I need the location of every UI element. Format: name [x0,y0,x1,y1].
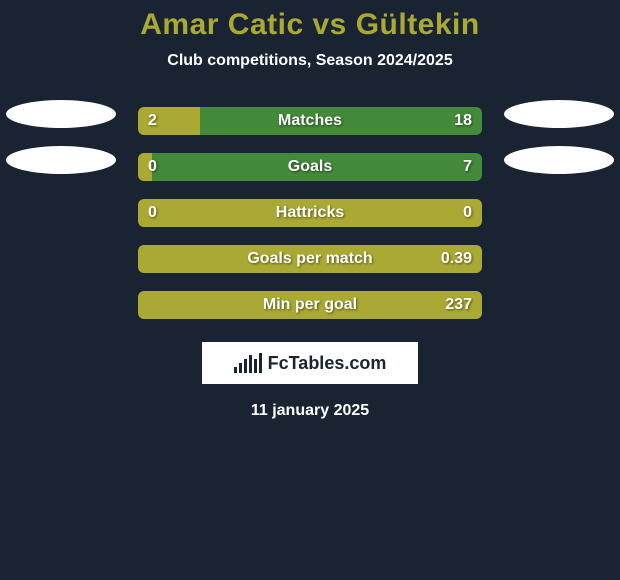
stat-value-left: 0 [148,199,157,227]
subtitle: Club competitions, Season 2024/2025 [0,52,620,70]
stat-bar: Goals 0 7 [138,153,482,181]
player-oval-left [6,100,116,128]
stat-value-right: 0 [463,199,472,227]
player-oval-right [504,146,614,174]
logo-badge: FcTables.com [202,342,418,384]
stat-label: Goals [288,153,332,181]
stat-row: Hattricks 0 0 [0,190,620,236]
stat-row: Min per goal 237 [0,282,620,328]
stats-list: Matches 2 18 Goals 0 7 Hattricks 0 0 Goals per ma… [0,98,620,328]
stat-label: Goals per match [247,245,372,273]
stat-label: Matches [278,107,342,135]
date-label: 11 january 2025 [0,402,620,420]
stat-value-left: 2 [148,107,157,135]
stat-row: Goals per match 0.39 [0,236,620,282]
stat-value-right: 0.39 [441,245,472,273]
stat-value-left: 0 [148,153,157,181]
logo-text: FcTables.com [268,353,387,374]
stat-row: Goals 0 7 [0,144,620,190]
stat-label: Min per goal [263,291,357,319]
logo-bars-icon [234,353,262,373]
stat-bar: Min per goal 237 [138,291,482,319]
stat-bar: Matches 2 18 [138,107,482,135]
stat-value-right: 18 [454,107,472,135]
stat-label: Hattricks [276,199,344,227]
page-title: Amar Catic vs Gültekin [0,8,620,42]
stat-row: Matches 2 18 [0,98,620,144]
stat-bar: Goals per match 0.39 [138,245,482,273]
stat-bar: Hattricks 0 0 [138,199,482,227]
player-oval-right [504,100,614,128]
stat-value-right: 237 [445,291,472,319]
stat-value-right: 7 [463,153,472,181]
player-oval-left [6,146,116,174]
comparison-card: Amar Catic vs Gültekin Club competitions… [0,0,620,420]
